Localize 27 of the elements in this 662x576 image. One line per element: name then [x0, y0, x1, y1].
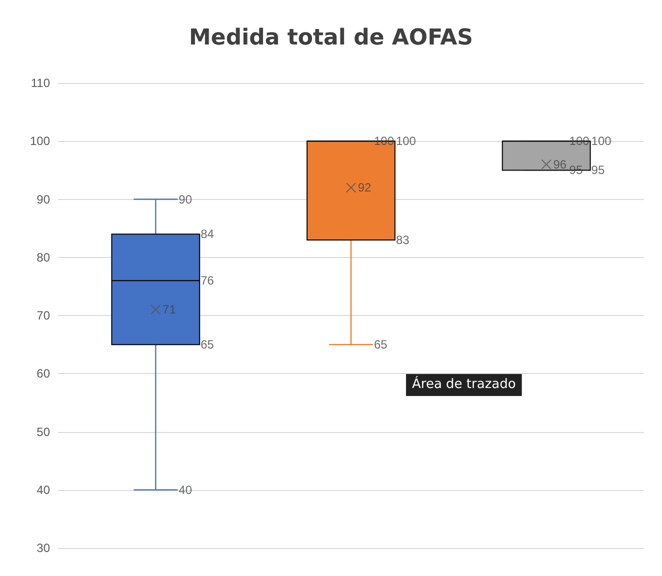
y-tick-label: 90	[36, 192, 50, 206]
y-tick-label: 100	[30, 134, 50, 148]
annotation: 100	[396, 134, 416, 148]
y-tick-label: 60	[36, 366, 50, 381]
y-tick-label: 70	[36, 308, 50, 322]
annotation: Área de trazado	[412, 375, 516, 392]
annotation: 100	[374, 134, 394, 148]
y-tick-label: 40	[36, 482, 50, 497]
annotation: 92	[358, 180, 372, 195]
annotation: 100	[591, 134, 612, 148]
annotation: 96	[553, 157, 567, 172]
annotation: 90	[178, 192, 192, 206]
chart-title: Medida total de AOFAS	[189, 26, 473, 50]
annotation: 95	[591, 163, 605, 178]
annotation: 65	[374, 338, 388, 352]
y-tick-label: 80	[36, 250, 50, 264]
annotation: 84	[200, 227, 214, 242]
annotation: 95	[569, 163, 583, 178]
y-tick-label: 110	[30, 76, 50, 90]
annotation: 100	[569, 134, 590, 148]
annotation: 76	[200, 274, 214, 288]
annotation: 40	[178, 482, 192, 497]
annotation: 83	[396, 232, 410, 247]
annotation: 65	[200, 338, 214, 352]
annotation: 71	[162, 302, 176, 317]
y-tick-label: 50	[36, 424, 50, 439]
y-tick-label: 30	[36, 541, 50, 555]
